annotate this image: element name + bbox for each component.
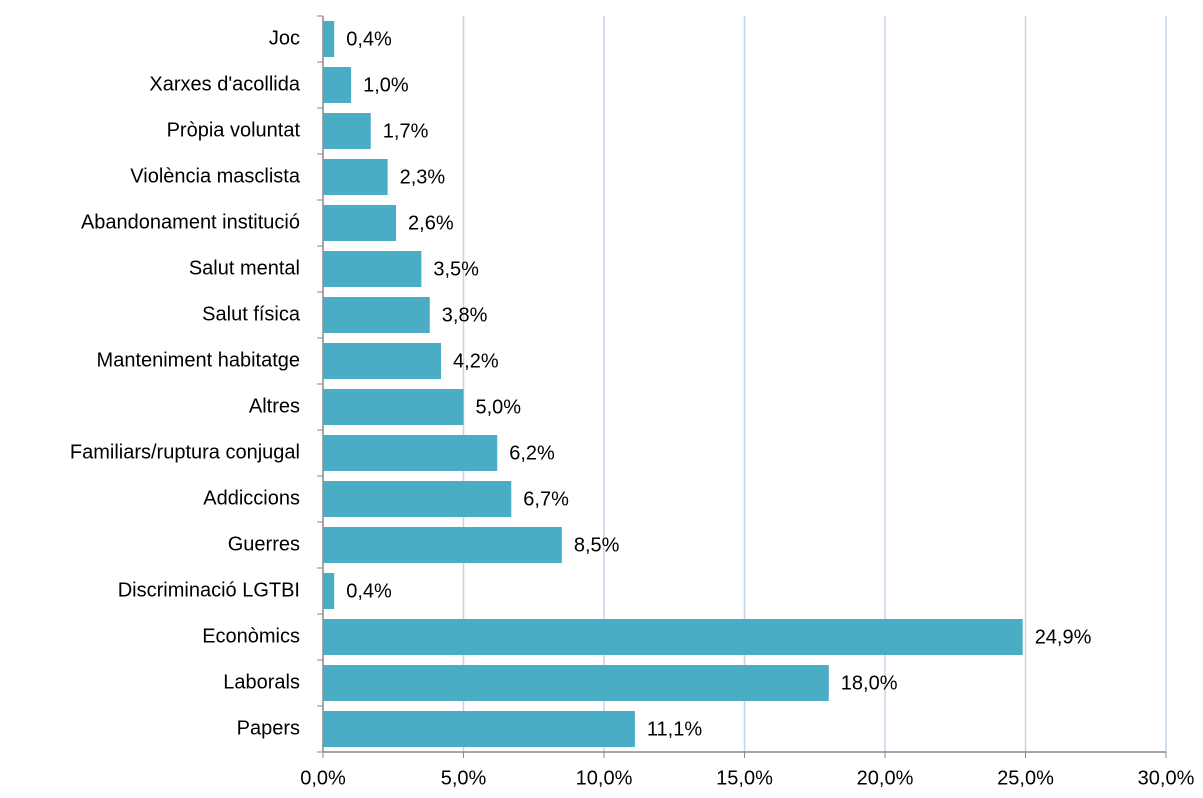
value-label: 0,4% bbox=[346, 580, 392, 602]
y-tick-label: Guerres bbox=[228, 533, 300, 555]
y-tick-label: Familiars/ruptura conjugal bbox=[70, 441, 300, 463]
value-label: 24,9% bbox=[1035, 626, 1092, 648]
bar bbox=[323, 159, 388, 195]
y-tick-label: Laborals bbox=[223, 671, 300, 693]
bar bbox=[323, 67, 352, 103]
x-tick-label: 0,0% bbox=[300, 767, 346, 789]
bar bbox=[323, 297, 430, 333]
bar bbox=[323, 251, 422, 287]
bar bbox=[323, 573, 335, 609]
bar bbox=[323, 113, 371, 149]
value-label: 1,0% bbox=[363, 74, 409, 96]
y-tick-label: Abandonament institució bbox=[81, 211, 300, 233]
value-label: 3,8% bbox=[442, 304, 488, 326]
value-label: 1,7% bbox=[383, 120, 429, 142]
value-label: 5,0% bbox=[476, 396, 522, 418]
value-label: 4,2% bbox=[453, 350, 499, 372]
x-tick-label: 5,0% bbox=[441, 767, 487, 789]
value-label: 3,5% bbox=[433, 258, 479, 280]
value-label: 6,7% bbox=[523, 488, 569, 510]
value-label: 11,1% bbox=[647, 718, 702, 740]
y-tick-label: Econòmics bbox=[202, 625, 300, 647]
y-tick-label: Pròpia voluntat bbox=[167, 119, 301, 141]
x-tick-label: 10,0% bbox=[576, 767, 633, 789]
value-label: 6,2% bbox=[509, 442, 555, 464]
x-tick-label: 15,0% bbox=[716, 767, 773, 789]
y-tick-label: Violència masclista bbox=[130, 165, 301, 187]
bar bbox=[323, 21, 335, 57]
y-tick-label: Salut mental bbox=[189, 257, 300, 279]
bar bbox=[323, 343, 442, 379]
x-tick-label: 30,0% bbox=[1138, 767, 1195, 789]
value-label: 8,5% bbox=[574, 534, 620, 556]
y-tick-label: Discriminació LGTBI bbox=[118, 579, 300, 601]
y-tick-label: Xarxes d'acollida bbox=[149, 73, 300, 95]
y-tick-label: Addiccions bbox=[203, 487, 300, 509]
y-tick-label: Joc bbox=[269, 27, 300, 49]
y-tick-label: Manteniment habitatge bbox=[97, 349, 300, 371]
value-label: 2,6% bbox=[408, 212, 454, 234]
x-tick-label: 25,0% bbox=[997, 767, 1054, 789]
y-tick-label: Altres bbox=[249, 395, 300, 417]
bar bbox=[323, 435, 498, 471]
bar bbox=[323, 389, 464, 425]
bar bbox=[323, 619, 1023, 655]
value-label: 2,3% bbox=[400, 166, 446, 188]
value-label: 0,4% bbox=[346, 28, 392, 50]
bar bbox=[323, 527, 562, 563]
bar bbox=[323, 665, 829, 701]
bar bbox=[323, 711, 635, 747]
y-tick-label: Papers bbox=[237, 717, 300, 739]
x-tick-label: 20,0% bbox=[857, 767, 914, 789]
value-label: 18,0% bbox=[841, 672, 898, 694]
bar bbox=[323, 205, 397, 241]
bar bbox=[323, 481, 512, 517]
y-tick-label: Salut física bbox=[202, 303, 301, 325]
